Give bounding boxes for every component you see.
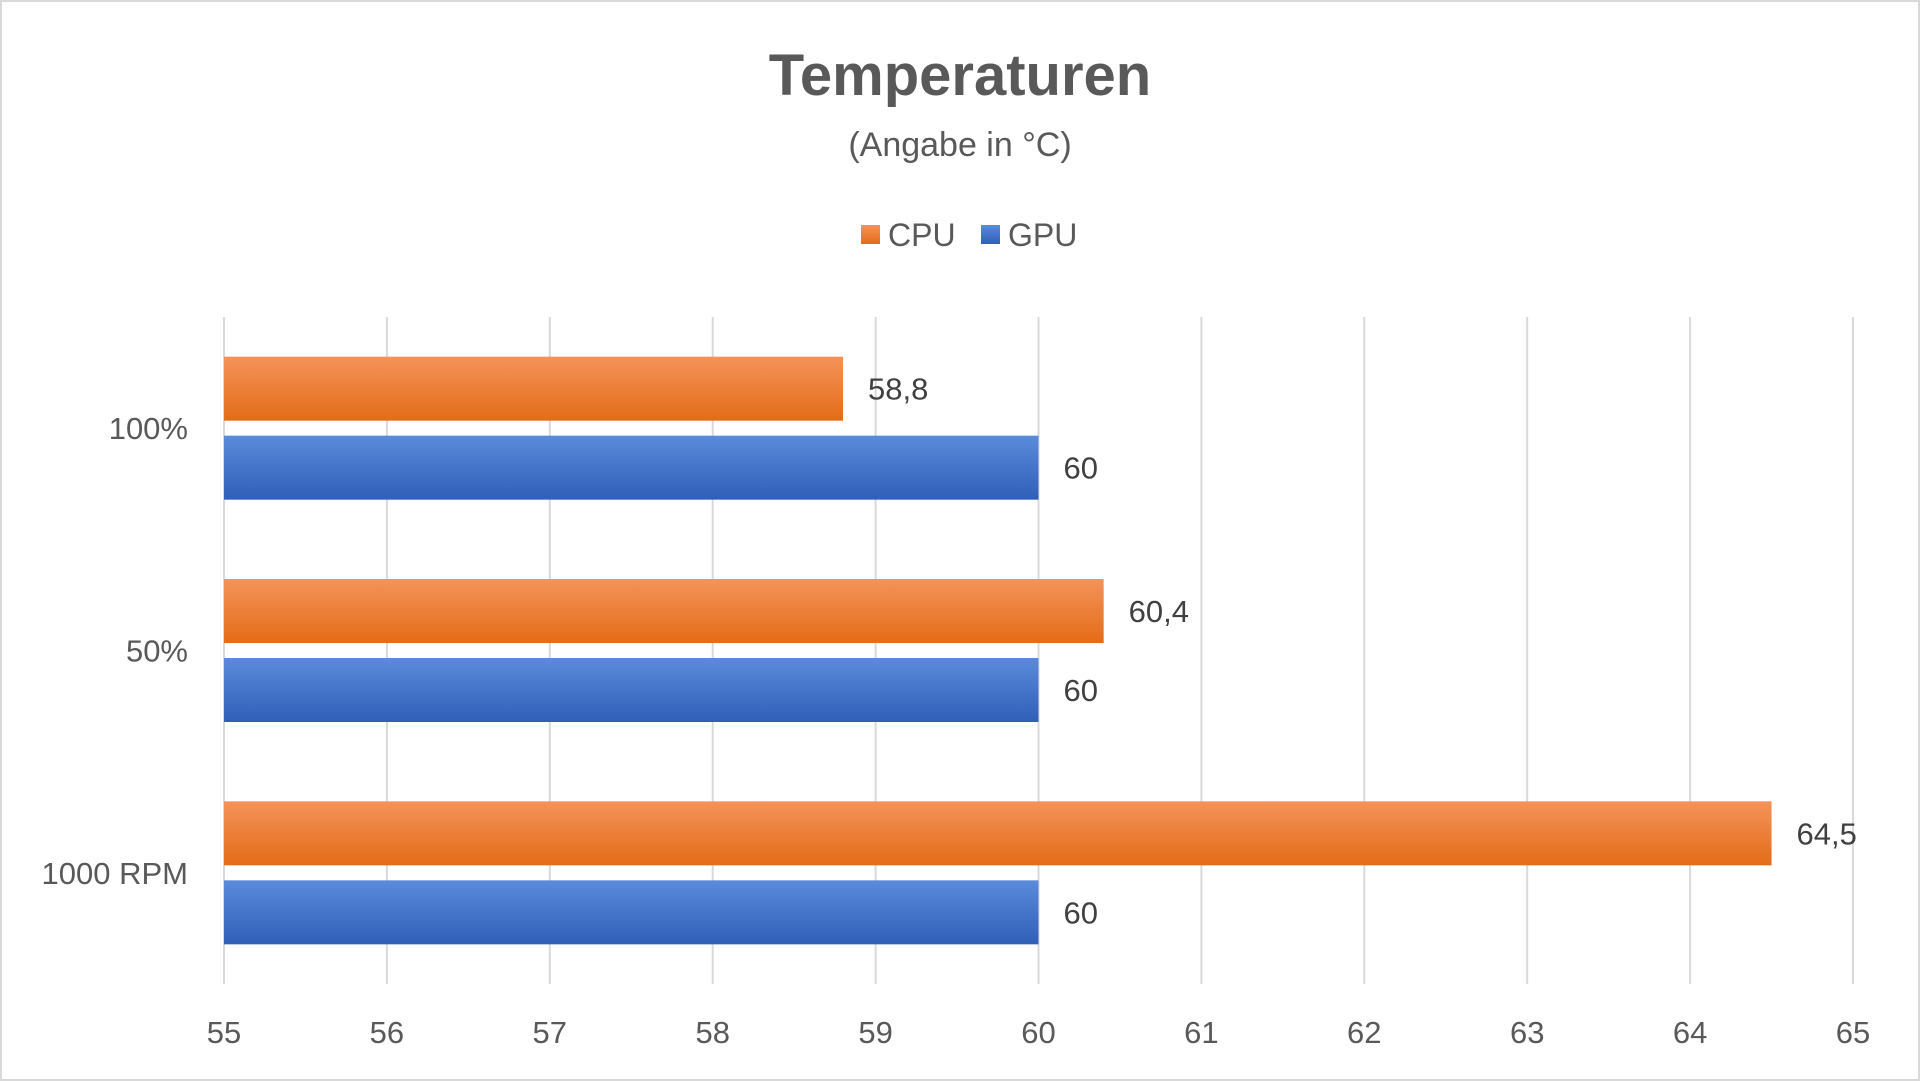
x-tick-label-63: 63	[1510, 1015, 1544, 1050]
chart-title: Temperaturen	[769, 43, 1151, 108]
legend: CPU GPU	[861, 217, 1077, 253]
x-tick-label-62: 62	[1347, 1015, 1381, 1050]
bar-gpu-1	[224, 658, 1039, 722]
bar-cpu-2	[224, 801, 1772, 866]
bar-gpu-0	[224, 435, 1039, 500]
data-label-gpu-2: 60	[1064, 895, 1098, 930]
x-tick-label-58: 58	[695, 1015, 729, 1050]
data-label-gpu-1: 60	[1064, 673, 1098, 708]
bar-cpu-0	[224, 356, 844, 421]
data-label-cpu-1: 60,4	[1129, 594, 1189, 629]
gridlines	[223, 317, 1854, 984]
legend-swatch-gpu	[981, 225, 1000, 244]
legend-label-gpu: GPU	[1008, 217, 1077, 253]
x-tick-label-56: 56	[370, 1015, 404, 1050]
y-category-label-0: 100%	[109, 411, 188, 446]
legend-label-cpu: CPU	[888, 217, 956, 253]
chart-subtitle: (Angabe in °C)	[848, 126, 1071, 164]
x-tick-label-60: 60	[1021, 1015, 1055, 1050]
x-tick-label-55: 55	[207, 1015, 241, 1050]
y-category-label-2: 1000 RPM	[42, 856, 188, 891]
x-tick-label-59: 59	[858, 1015, 892, 1050]
x-tick-label-65: 65	[1836, 1015, 1870, 1050]
legend-swatch-cpu	[861, 225, 880, 244]
x-axis-ticks: 55 56 57 58 59 60 61 62 63 64 65	[207, 1015, 1870, 1050]
x-tick-label-64: 64	[1673, 1015, 1707, 1050]
data-label-cpu-0: 58,8	[868, 372, 928, 407]
data-label-cpu-2: 64,5	[1797, 816, 1857, 851]
x-tick-label-57: 57	[533, 1015, 567, 1050]
y-category-label-1: 50%	[126, 634, 188, 669]
bar-cpu-1	[224, 579, 1104, 643]
x-tick-label-61: 61	[1184, 1015, 1218, 1050]
bars: 58,8 60 60,4 60 64,5 60	[224, 356, 1857, 945]
data-label-gpu-0: 60	[1064, 451, 1098, 486]
bar-gpu-2	[224, 880, 1039, 945]
y-axis-categories: 100% 50% 1000 RPM	[42, 411, 188, 891]
